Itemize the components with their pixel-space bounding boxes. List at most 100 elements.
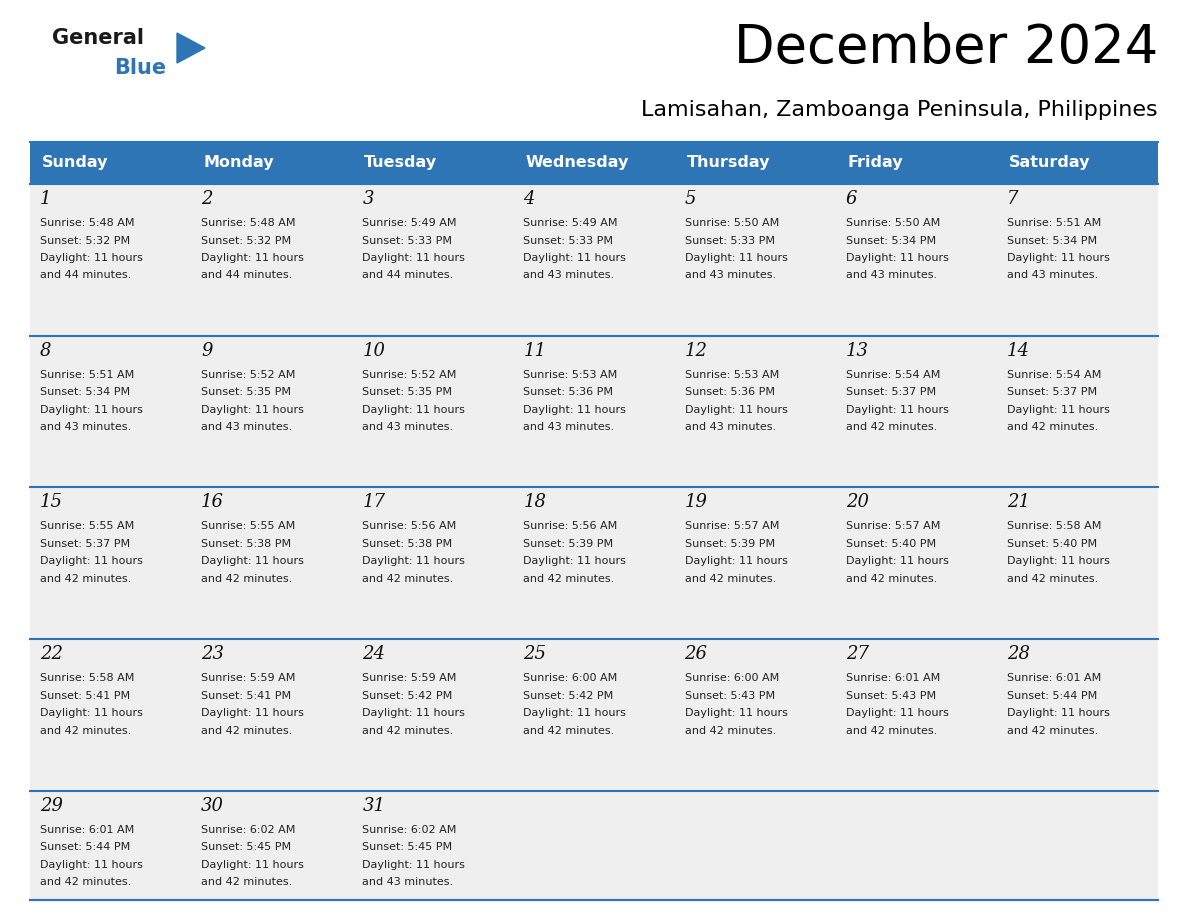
FancyBboxPatch shape (675, 487, 835, 639)
FancyBboxPatch shape (675, 336, 835, 487)
Text: Sunset: 5:36 PM: Sunset: 5:36 PM (684, 387, 775, 397)
Text: Sunrise: 5:55 AM: Sunrise: 5:55 AM (201, 521, 296, 532)
Text: Sunrise: 5:48 AM: Sunrise: 5:48 AM (201, 218, 296, 228)
Text: Sunset: 5:45 PM: Sunset: 5:45 PM (362, 843, 453, 852)
Text: Sunday: Sunday (42, 155, 108, 171)
Text: and 44 minutes.: and 44 minutes. (40, 271, 131, 281)
Text: Daylight: 11 hours: Daylight: 11 hours (40, 253, 143, 263)
FancyBboxPatch shape (675, 184, 835, 336)
Text: Daylight: 11 hours: Daylight: 11 hours (40, 556, 143, 566)
Text: Sunset: 5:40 PM: Sunset: 5:40 PM (1007, 539, 1097, 549)
Text: 2: 2 (201, 190, 213, 208)
Text: Daylight: 11 hours: Daylight: 11 hours (524, 556, 626, 566)
Text: 22: 22 (40, 645, 63, 663)
Text: Saturday: Saturday (1009, 155, 1091, 171)
FancyBboxPatch shape (513, 639, 675, 790)
FancyBboxPatch shape (353, 790, 513, 900)
Text: 7: 7 (1007, 190, 1018, 208)
FancyBboxPatch shape (30, 142, 1158, 184)
FancyBboxPatch shape (997, 639, 1158, 790)
Polygon shape (177, 33, 206, 63)
FancyBboxPatch shape (835, 487, 997, 639)
Text: Sunrise: 5:54 AM: Sunrise: 5:54 AM (1007, 370, 1101, 380)
Text: 28: 28 (1007, 645, 1030, 663)
Text: Tuesday: Tuesday (365, 155, 437, 171)
Text: 16: 16 (201, 493, 225, 511)
Text: Sunset: 5:32 PM: Sunset: 5:32 PM (201, 236, 291, 245)
Text: Daylight: 11 hours: Daylight: 11 hours (524, 405, 626, 415)
Text: Sunrise: 5:57 AM: Sunrise: 5:57 AM (846, 521, 940, 532)
Text: Sunset: 5:42 PM: Sunset: 5:42 PM (524, 690, 614, 700)
Text: and 42 minutes.: and 42 minutes. (524, 574, 614, 584)
Text: Sunrise: 5:50 AM: Sunrise: 5:50 AM (684, 218, 779, 228)
Text: Sunset: 5:41 PM: Sunset: 5:41 PM (201, 690, 291, 700)
Text: Daylight: 11 hours: Daylight: 11 hours (201, 556, 304, 566)
Text: and 42 minutes.: and 42 minutes. (201, 878, 292, 888)
Text: 5: 5 (684, 190, 696, 208)
Text: and 42 minutes.: and 42 minutes. (1007, 725, 1098, 735)
Text: Sunrise: 5:49 AM: Sunrise: 5:49 AM (524, 218, 618, 228)
Text: and 42 minutes.: and 42 minutes. (846, 422, 937, 432)
Text: Daylight: 11 hours: Daylight: 11 hours (684, 253, 788, 263)
Text: General: General (52, 28, 144, 48)
Text: and 42 minutes.: and 42 minutes. (40, 878, 131, 888)
Text: and 42 minutes.: and 42 minutes. (684, 574, 776, 584)
Text: Sunset: 5:41 PM: Sunset: 5:41 PM (40, 690, 131, 700)
FancyBboxPatch shape (30, 336, 191, 487)
FancyBboxPatch shape (191, 790, 353, 900)
Text: Sunset: 5:33 PM: Sunset: 5:33 PM (362, 236, 453, 245)
Text: 27: 27 (846, 645, 868, 663)
Text: and 42 minutes.: and 42 minutes. (362, 574, 454, 584)
Text: and 43 minutes.: and 43 minutes. (684, 271, 776, 281)
Text: Sunset: 5:42 PM: Sunset: 5:42 PM (362, 690, 453, 700)
Text: 9: 9 (201, 341, 213, 360)
Text: Daylight: 11 hours: Daylight: 11 hours (362, 708, 466, 718)
FancyBboxPatch shape (835, 790, 997, 900)
Text: Sunset: 5:34 PM: Sunset: 5:34 PM (40, 387, 131, 397)
Text: Daylight: 11 hours: Daylight: 11 hours (846, 253, 948, 263)
Text: 26: 26 (684, 645, 708, 663)
Text: 20: 20 (846, 493, 868, 511)
FancyBboxPatch shape (675, 790, 835, 900)
Text: and 42 minutes.: and 42 minutes. (846, 574, 937, 584)
Text: Sunrise: 5:51 AM: Sunrise: 5:51 AM (1007, 218, 1101, 228)
Text: 15: 15 (40, 493, 63, 511)
Text: Sunset: 5:34 PM: Sunset: 5:34 PM (846, 236, 936, 245)
Text: Wednesday: Wednesday (525, 155, 628, 171)
FancyBboxPatch shape (191, 336, 353, 487)
Text: 19: 19 (684, 493, 708, 511)
Text: Sunset: 5:38 PM: Sunset: 5:38 PM (201, 539, 291, 549)
Text: and 42 minutes.: and 42 minutes. (40, 574, 131, 584)
Text: Lamisahan, Zamboanga Peninsula, Philippines: Lamisahan, Zamboanga Peninsula, Philippi… (642, 100, 1158, 120)
Text: Sunrise: 5:51 AM: Sunrise: 5:51 AM (40, 370, 134, 380)
FancyBboxPatch shape (997, 336, 1158, 487)
Text: 13: 13 (846, 341, 868, 360)
Text: and 43 minutes.: and 43 minutes. (846, 271, 937, 281)
Text: 17: 17 (362, 493, 385, 511)
FancyBboxPatch shape (353, 336, 513, 487)
Text: 1: 1 (40, 190, 51, 208)
Text: 3: 3 (362, 190, 374, 208)
Text: Daylight: 11 hours: Daylight: 11 hours (1007, 556, 1110, 566)
Text: Daylight: 11 hours: Daylight: 11 hours (1007, 253, 1110, 263)
Text: Daylight: 11 hours: Daylight: 11 hours (846, 556, 948, 566)
Text: Friday: Friday (848, 155, 903, 171)
Text: Sunrise: 6:01 AM: Sunrise: 6:01 AM (1007, 673, 1101, 683)
Text: and 42 minutes.: and 42 minutes. (201, 574, 292, 584)
Text: Daylight: 11 hours: Daylight: 11 hours (362, 556, 466, 566)
Text: 25: 25 (524, 645, 546, 663)
Text: and 42 minutes.: and 42 minutes. (40, 725, 131, 735)
Text: Sunset: 5:35 PM: Sunset: 5:35 PM (362, 387, 453, 397)
Text: and 42 minutes.: and 42 minutes. (201, 725, 292, 735)
Text: Sunset: 5:44 PM: Sunset: 5:44 PM (40, 843, 131, 852)
Text: 29: 29 (40, 797, 63, 815)
Text: Daylight: 11 hours: Daylight: 11 hours (362, 860, 466, 869)
Text: Sunrise: 6:02 AM: Sunrise: 6:02 AM (362, 824, 456, 834)
Text: Daylight: 11 hours: Daylight: 11 hours (201, 708, 304, 718)
Text: Monday: Monday (203, 155, 273, 171)
Text: Daylight: 11 hours: Daylight: 11 hours (1007, 708, 1110, 718)
Text: Sunrise: 6:00 AM: Sunrise: 6:00 AM (524, 673, 618, 683)
Text: Sunset: 5:43 PM: Sunset: 5:43 PM (846, 690, 936, 700)
Text: 6: 6 (846, 190, 858, 208)
Text: Sunrise: 5:59 AM: Sunrise: 5:59 AM (201, 673, 296, 683)
